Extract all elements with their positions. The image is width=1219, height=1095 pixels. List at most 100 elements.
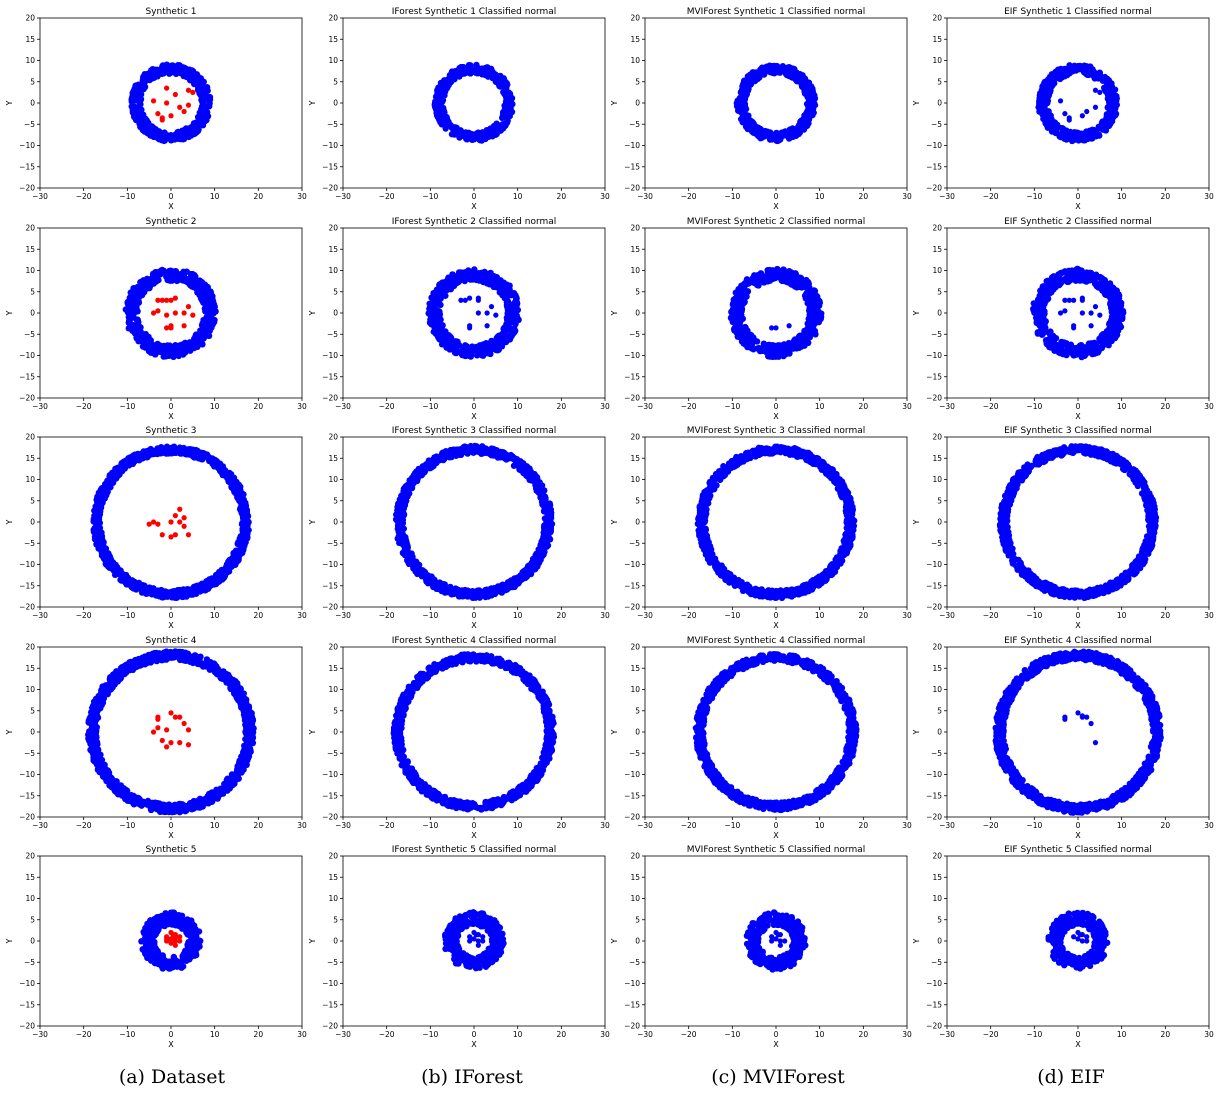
normal-point bbox=[1034, 330, 1042, 337]
normal-point bbox=[476, 342, 484, 349]
normal-point bbox=[204, 112, 211, 119]
normal-point bbox=[136, 120, 143, 128]
normal-point bbox=[798, 81, 805, 88]
x-tick-label: −10 bbox=[724, 192, 740, 201]
normal-point bbox=[499, 113, 507, 120]
normal-point bbox=[170, 353, 177, 361]
normal-point bbox=[775, 132, 783, 140]
normal-point bbox=[1035, 299, 1043, 306]
normal-point bbox=[196, 116, 203, 124]
anomaly-point bbox=[181, 108, 187, 115]
x-axis-label: X bbox=[1075, 412, 1081, 420]
classified-normal-point bbox=[786, 323, 792, 329]
normal-point bbox=[741, 292, 748, 299]
normal-point bbox=[174, 128, 182, 136]
normal-point bbox=[181, 277, 189, 285]
normal-point bbox=[121, 465, 129, 472]
y-tick-label: 20 bbox=[25, 224, 35, 233]
scatter-plot: Synthetic 2−30 −20 −10 0 10 20 30−20−15−10−505… bbox=[5, 217, 307, 420]
normal-point bbox=[208, 578, 215, 585]
normal-point bbox=[1098, 344, 1106, 352]
x-tick-label: −30 bbox=[939, 192, 955, 201]
normal-point bbox=[102, 553, 109, 561]
normal-point bbox=[1104, 91, 1112, 99]
normal-point bbox=[1091, 341, 1098, 349]
classified-normal-point bbox=[1079, 295, 1085, 301]
anomaly-point bbox=[190, 312, 196, 318]
normal-point bbox=[1095, 281, 1102, 288]
normal-point bbox=[473, 352, 481, 359]
normal-point bbox=[207, 304, 215, 311]
normal-point bbox=[780, 352, 787, 360]
normal-point bbox=[179, 64, 187, 71]
classified-normal-point bbox=[458, 297, 464, 303]
normal-point bbox=[154, 277, 161, 284]
normal-point bbox=[179, 136, 187, 143]
normal-point bbox=[486, 271, 493, 279]
x-tick-label: −30 bbox=[32, 402, 48, 411]
normal-point bbox=[747, 81, 755, 88]
normal-point bbox=[132, 294, 140, 302]
normal-point bbox=[150, 71, 157, 78]
anomaly-point bbox=[177, 104, 183, 110]
y-tick-label: 10 bbox=[630, 56, 640, 65]
normal-point bbox=[461, 349, 469, 357]
normal-point bbox=[750, 69, 758, 76]
y-tick-label: −15 bbox=[624, 162, 640, 171]
normal-point bbox=[476, 136, 484, 144]
anomaly-point bbox=[168, 297, 174, 303]
classified-normal-point bbox=[1079, 310, 1085, 316]
y-tick-label: 5 bbox=[30, 287, 35, 296]
normal-point bbox=[1110, 308, 1118, 315]
normal-point bbox=[1043, 121, 1051, 129]
normal-point bbox=[1070, 65, 1077, 73]
normal-point bbox=[243, 535, 250, 542]
anomaly-point bbox=[181, 323, 187, 329]
normal-point bbox=[1030, 307, 1037, 314]
normal-point bbox=[140, 75, 147, 83]
anomaly-point bbox=[164, 85, 170, 91]
normal-point bbox=[755, 71, 763, 79]
panel-title: Synthetic 3 bbox=[145, 426, 196, 436]
normal-point bbox=[160, 67, 167, 75]
normal-point bbox=[207, 317, 215, 325]
normal-point bbox=[1073, 266, 1081, 273]
normal-point bbox=[1098, 119, 1106, 126]
normal-point bbox=[778, 274, 786, 281]
normal-point bbox=[175, 347, 183, 355]
anomaly-point bbox=[155, 297, 161, 303]
normal-point bbox=[128, 96, 135, 103]
normal-point bbox=[470, 270, 477, 277]
normal-point bbox=[733, 329, 740, 336]
normal-point bbox=[432, 104, 439, 111]
normal-point bbox=[242, 518, 250, 525]
normal-point bbox=[228, 483, 235, 491]
y-tick-label: −10 bbox=[926, 351, 942, 360]
x-tick-label: 0 bbox=[774, 402, 779, 411]
normal-point bbox=[186, 76, 194, 83]
y-tick-label: −5 bbox=[327, 330, 338, 339]
normal-point bbox=[139, 111, 146, 118]
normal-point bbox=[802, 295, 809, 302]
y-axis-label: Y bbox=[610, 310, 619, 316]
normal-point bbox=[1034, 315, 1042, 322]
y-tick-label: −20 bbox=[322, 394, 338, 403]
normal-point bbox=[744, 125, 752, 133]
y-tick-label: 0 bbox=[333, 99, 338, 108]
y-tick-label: 0 bbox=[937, 309, 942, 318]
y-tick-label: 15 bbox=[328, 35, 338, 44]
normal-point bbox=[194, 343, 201, 351]
normal-point bbox=[796, 333, 803, 340]
y-tick-label: −20 bbox=[624, 394, 640, 403]
y-tick-label: 5 bbox=[333, 77, 338, 86]
normal-point bbox=[511, 298, 519, 306]
normal-point bbox=[451, 274, 459, 282]
normal-point bbox=[751, 274, 759, 281]
normal-point bbox=[193, 331, 200, 338]
normal-point bbox=[809, 109, 816, 116]
x-tick-label: 20 bbox=[557, 192, 567, 201]
anomaly-point bbox=[168, 325, 174, 331]
normal-ring bbox=[1029, 265, 1127, 361]
y-tick-label: 5 bbox=[30, 77, 35, 86]
x-tick-label: −30 bbox=[32, 192, 48, 201]
